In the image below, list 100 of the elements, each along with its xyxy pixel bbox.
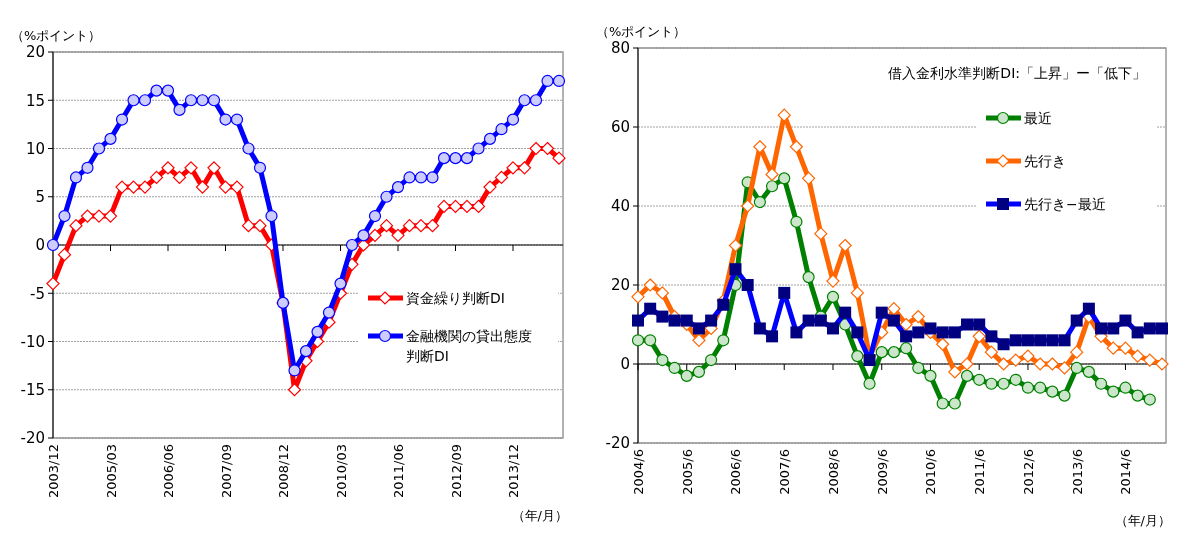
point bbox=[656, 353, 669, 367]
y-tick-label: 60 bbox=[610, 118, 630, 137]
point bbox=[692, 333, 706, 347]
x-tick-label: 2011/6 bbox=[972, 449, 988, 495]
point bbox=[172, 170, 187, 185]
point bbox=[912, 361, 925, 375]
point bbox=[960, 369, 974, 382]
point bbox=[207, 161, 221, 175]
point bbox=[425, 219, 440, 233]
point bbox=[643, 278, 657, 292]
point bbox=[753, 195, 766, 209]
y-tick-label: -5 bbox=[30, 284, 45, 303]
point bbox=[437, 152, 451, 165]
y-tick-label: -20 bbox=[20, 429, 45, 448]
point bbox=[1082, 365, 1095, 378]
point bbox=[644, 334, 657, 347]
y-tick-label: 80 bbox=[610, 39, 630, 58]
point bbox=[984, 345, 998, 359]
x-tick-label: 2008/6 bbox=[825, 449, 841, 495]
point bbox=[1107, 385, 1120, 398]
point bbox=[552, 74, 566, 88]
point bbox=[471, 199, 486, 213]
point bbox=[69, 171, 83, 184]
point bbox=[753, 140, 767, 154]
y-axis-title: （%ポイント） bbox=[11, 28, 102, 43]
x-axis-title: （年/月） bbox=[1114, 513, 1171, 528]
point bbox=[115, 113, 129, 126]
point bbox=[138, 94, 152, 107]
point bbox=[506, 161, 520, 175]
point bbox=[379, 219, 394, 233]
point bbox=[973, 373, 986, 386]
point bbox=[403, 171, 416, 184]
point bbox=[253, 219, 267, 233]
x-tick-label: 2004/6 bbox=[631, 449, 646, 495]
point bbox=[631, 290, 645, 304]
text: 借入金利水準判断DI:「上昇」ー「低下」 bbox=[888, 65, 1146, 81]
point bbox=[460, 152, 474, 165]
point bbox=[1094, 377, 1108, 390]
point bbox=[58, 209, 71, 223]
y-tick-label: 0 bbox=[35, 236, 45, 255]
point bbox=[1057, 361, 1072, 375]
point bbox=[851, 350, 864, 363]
point bbox=[184, 94, 198, 107]
point bbox=[899, 342, 913, 355]
y-tick-label: 10 bbox=[25, 139, 45, 158]
point bbox=[391, 181, 405, 194]
y-tick-label: 0 bbox=[620, 355, 630, 374]
point bbox=[911, 310, 925, 324]
point bbox=[705, 353, 718, 367]
point bbox=[253, 161, 267, 174]
point bbox=[1009, 373, 1022, 386]
point bbox=[924, 369, 937, 382]
point bbox=[414, 219, 428, 233]
legend-label: 資金繰り判断DI bbox=[406, 289, 505, 306]
point bbox=[1119, 381, 1132, 394]
point bbox=[138, 180, 152, 194]
point bbox=[483, 180, 497, 194]
point bbox=[150, 84, 163, 97]
y-tick-label: 15 bbox=[25, 91, 45, 110]
point bbox=[495, 123, 508, 136]
x-tick-label: 2013/12 bbox=[506, 444, 521, 499]
point bbox=[899, 317, 913, 332]
point bbox=[494, 170, 509, 185]
y-tick-label: -10 bbox=[20, 332, 45, 351]
x-tick-label: 2012/09 bbox=[448, 444, 464, 499]
x-tick-label: 2006/6 bbox=[728, 449, 744, 495]
y-tick-label: 40 bbox=[610, 197, 630, 216]
point bbox=[449, 152, 462, 165]
point bbox=[778, 172, 791, 185]
point bbox=[863, 377, 876, 390]
point bbox=[765, 180, 779, 193]
point bbox=[668, 361, 681, 375]
point bbox=[1070, 361, 1083, 375]
point bbox=[173, 103, 186, 116]
y-tick-label: 20 bbox=[610, 276, 630, 295]
point bbox=[1143, 353, 1157, 367]
point bbox=[826, 274, 840, 288]
point bbox=[483, 132, 497, 145]
point bbox=[92, 142, 106, 155]
point bbox=[790, 215, 803, 228]
point bbox=[311, 325, 324, 338]
point bbox=[195, 180, 210, 194]
point bbox=[322, 306, 336, 319]
point bbox=[850, 286, 864, 300]
x-tick-label: 2012/6 bbox=[1020, 449, 1036, 495]
x-tick-label: 2007/09 bbox=[218, 444, 234, 499]
point bbox=[680, 369, 693, 382]
point bbox=[345, 238, 359, 252]
point bbox=[692, 365, 706, 378]
x-tick-label: 2014/6 bbox=[1118, 449, 1134, 495]
y-axis-title: （%ポイント） bbox=[596, 24, 687, 39]
point bbox=[115, 180, 129, 194]
point bbox=[936, 397, 949, 410]
point bbox=[741, 199, 755, 213]
point bbox=[161, 84, 175, 97]
point bbox=[241, 219, 256, 233]
point bbox=[46, 238, 60, 252]
point bbox=[802, 171, 816, 185]
point bbox=[104, 132, 117, 145]
point bbox=[287, 383, 302, 397]
